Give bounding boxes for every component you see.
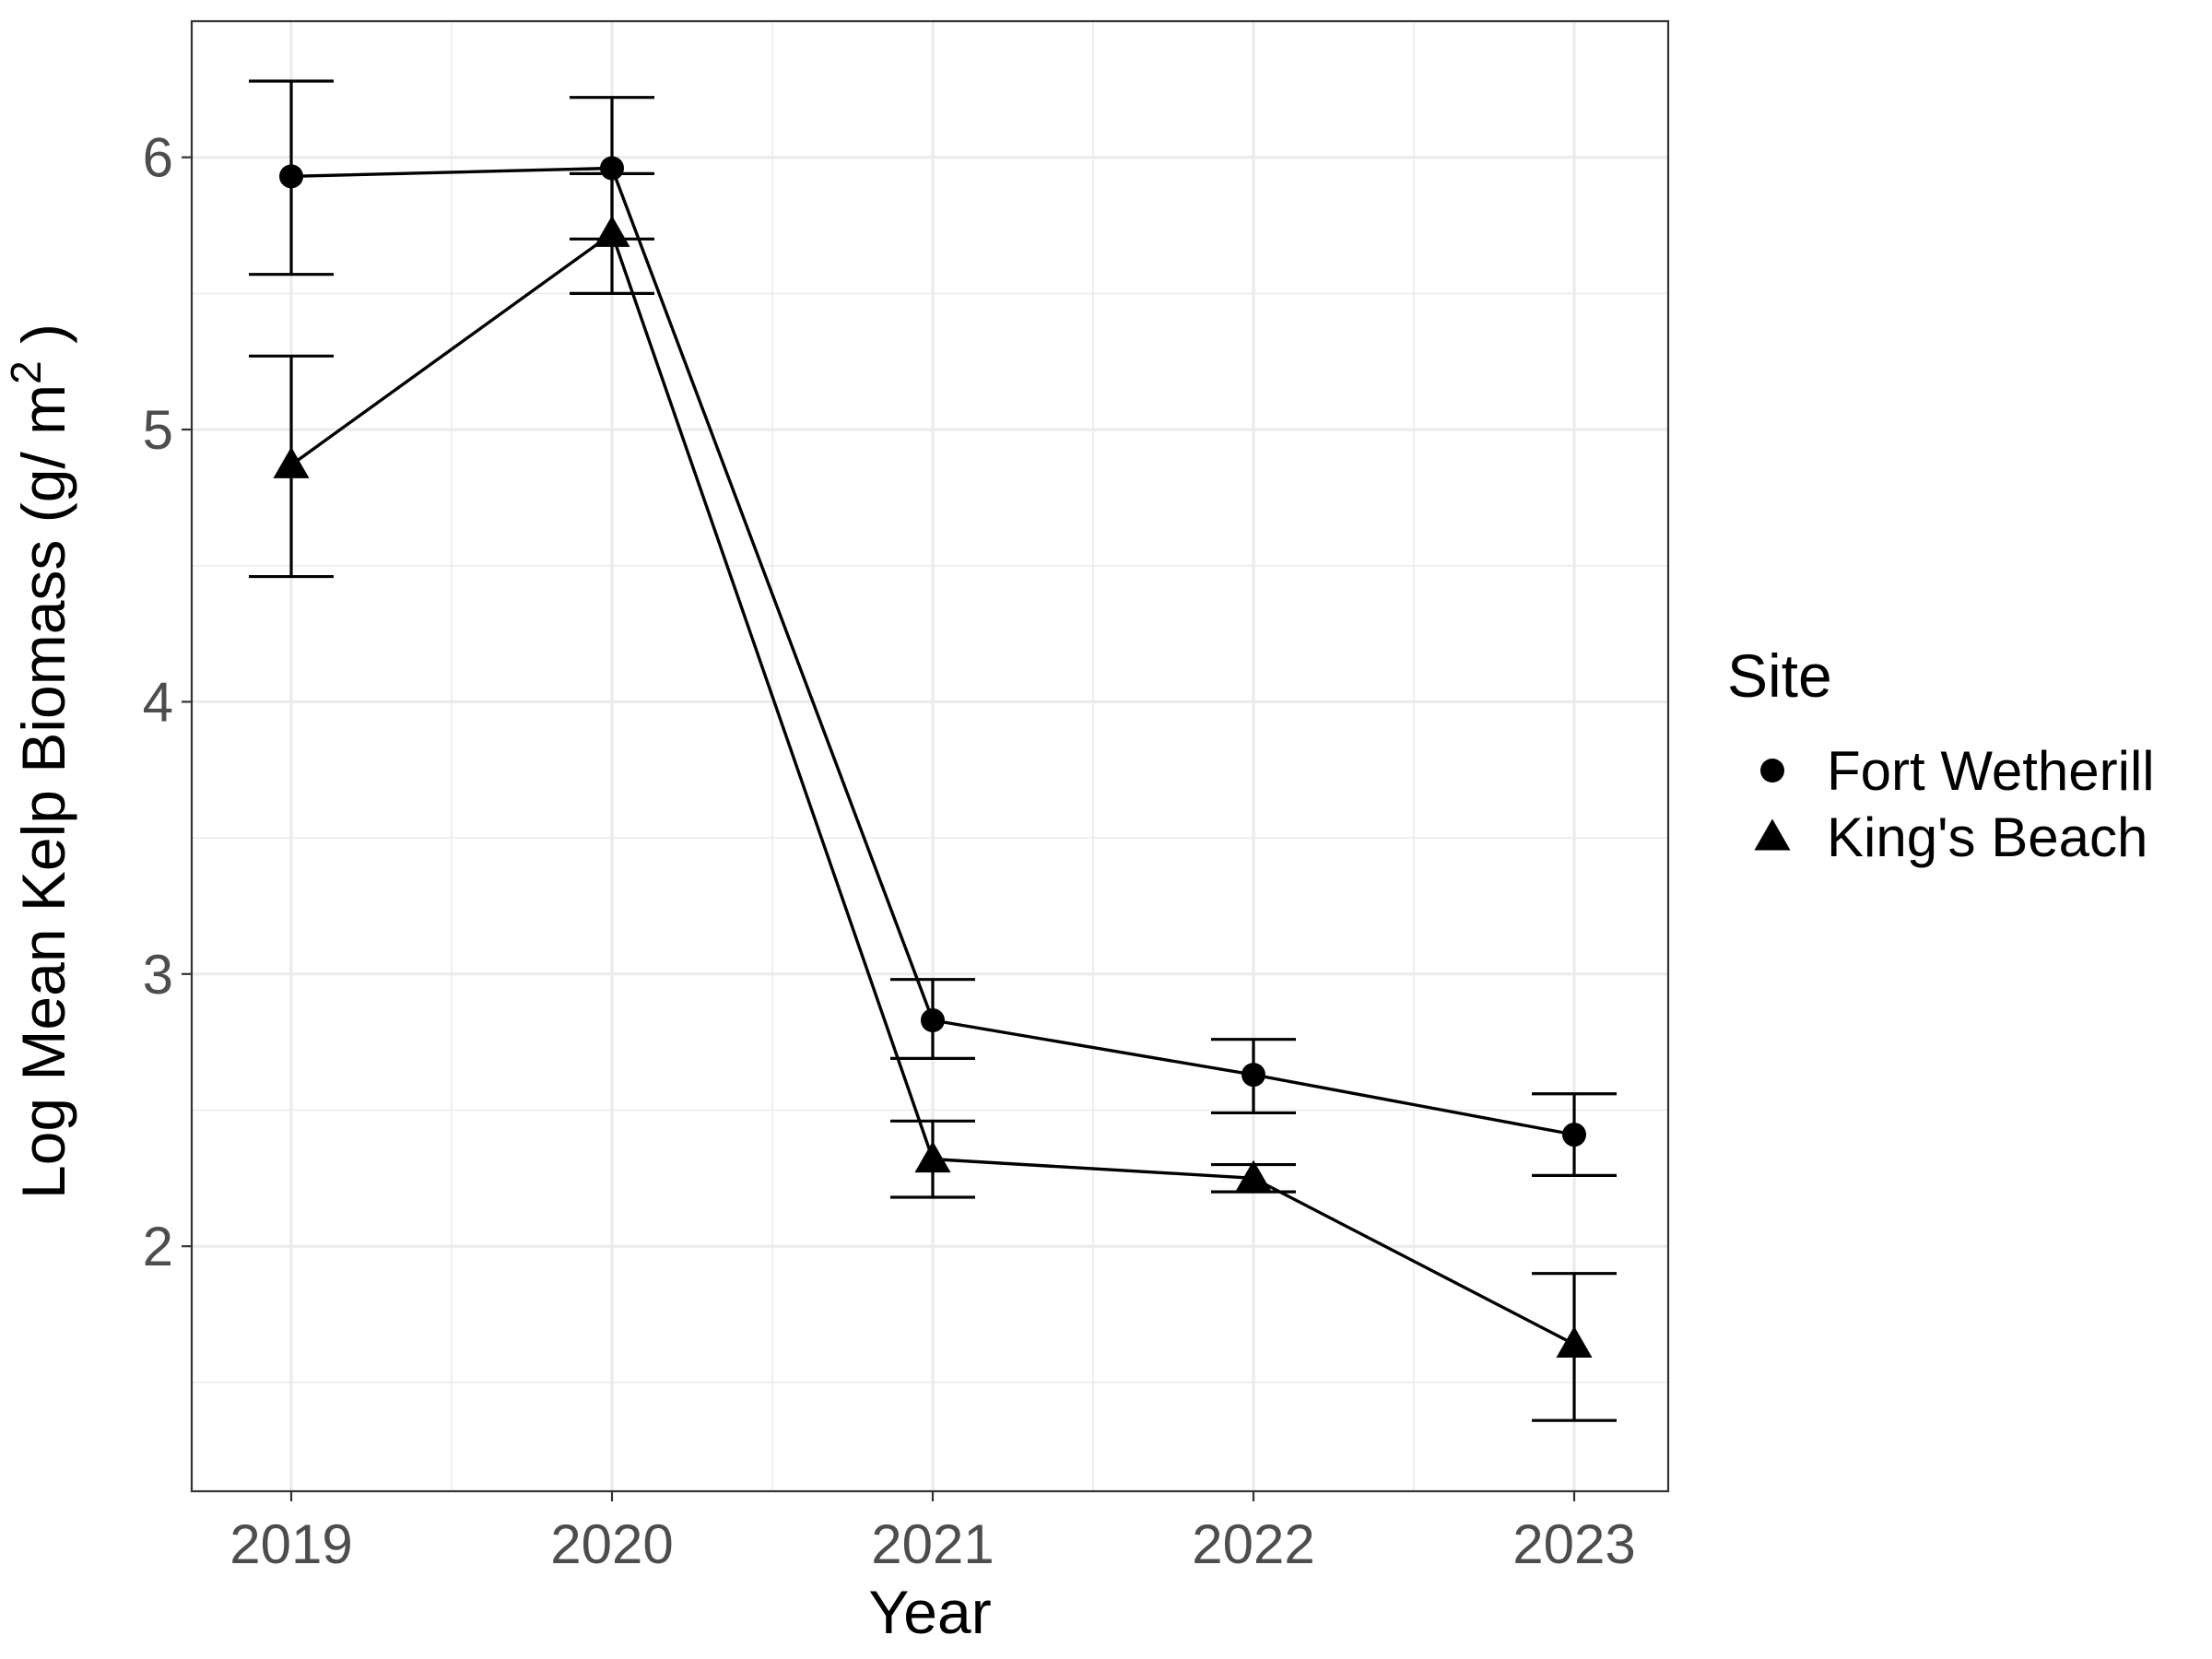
y-tick-label: 4 [143,671,173,733]
axis-ticks [182,156,1576,1501]
x-tick-label: 2023 [1512,1513,1635,1575]
data-point [279,164,303,189]
data-point [914,1141,951,1173]
data-point [1241,1063,1265,1088]
legend-key [1754,818,1791,851]
y-axis-title-superscript: 2 [2,360,50,384]
tick-labels: 2 3 4 5 6 2019 2020 2021 2022 2023 [143,127,1636,1575]
data-point [273,446,310,478]
y-axis-title-close: ) [9,324,77,360]
y-tick-label: 6 [143,127,173,189]
legend-label: Fort Wetherill [1827,740,2155,802]
legend-title: Site [1727,641,1832,710]
y-axis-title-main: Log Mean Kelp Biomass (g/ m [9,384,77,1199]
data-point [1235,1159,1272,1192]
data-point [1556,1325,1593,1358]
panel-border [190,19,1670,1493]
x-axis-title: Year [868,1578,991,1646]
x-tick-label: 2020 [550,1513,673,1575]
y-axis-title: Log Mean Kelp Biomass (g/ m2 ) [2,324,77,1199]
data-point [594,215,630,247]
series-kings-beach [249,171,1617,1422]
x-tick-label: 2022 [1192,1513,1314,1575]
x-tick-label: 2019 [229,1513,352,1575]
data-point [1562,1123,1586,1147]
y-tick-label: 2 [143,1216,173,1277]
legend-key [1760,759,1784,782]
legend-item: Fort Wetherill [1760,740,2155,802]
y-tick-label: 5 [143,399,173,461]
x-tick-label: 2021 [871,1513,994,1575]
data-point [921,1008,945,1033]
y-tick-label: 3 [143,944,173,1006]
series-layer [249,79,1617,1422]
legend-item: King's Beach [1754,806,2147,868]
legend-label: King's Beach [1827,806,2147,868]
